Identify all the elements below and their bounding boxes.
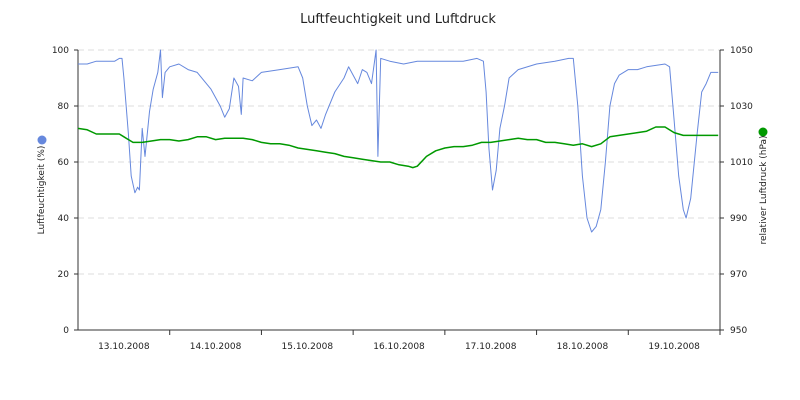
- left-tick-label: 20: [58, 270, 70, 280]
- left-tick-label: 0: [63, 326, 69, 336]
- right-tick-label: 970: [730, 270, 747, 280]
- x-tick-label: 16.10.2008: [373, 342, 425, 352]
- gridlines: [78, 49, 720, 275]
- left-tick-label: 100: [52, 46, 69, 56]
- humidity-line: [78, 49, 719, 233]
- left-axis-label: Luftfeuchtigkeit (%): [37, 146, 47, 235]
- pressure-legend-dot: [758, 127, 768, 137]
- x-tick-label: 19.10.2008: [648, 342, 700, 352]
- right-tick-label: 990: [730, 214, 747, 224]
- x-axis-ticks: 13.10.2008 14.10.2008 15.10.2008 16.10.2008…: [98, 330, 721, 352]
- chart-title: Luftfeuchtigkeit und Luftdruck: [300, 12, 496, 27]
- left-tick-label: 60: [58, 158, 70, 168]
- right-axis-ticks: 950 970 990 1010 1030 1050: [720, 46, 753, 336]
- x-tick-label: 14.10.2008: [190, 342, 242, 352]
- right-tick-label: 1030: [730, 102, 753, 112]
- left-tick-label: 80: [58, 102, 70, 112]
- x-tick-label: 17.10.2008: [465, 342, 517, 352]
- left-axis-ticks: 0 20 40 60 80 100: [52, 46, 78, 336]
- axes: [77, 50, 721, 331]
- x-tick-label: 13.10.2008: [98, 342, 150, 352]
- x-tick-label: 15.10.2008: [282, 342, 334, 352]
- x-tick-label: 18.10.2008: [557, 342, 609, 352]
- left-tick-label: 40: [58, 214, 70, 224]
- series-group: [77, 49, 719, 233]
- right-tick-label: 1010: [730, 158, 753, 168]
- humidity-legend-dot: [37, 135, 47, 145]
- pressure-line: [77, 126, 719, 169]
- right-tick-label: 950: [730, 326, 747, 336]
- right-axis-label: relativer Luftdruck (hPa): [759, 135, 769, 244]
- right-tick-label: 1050: [730, 46, 753, 56]
